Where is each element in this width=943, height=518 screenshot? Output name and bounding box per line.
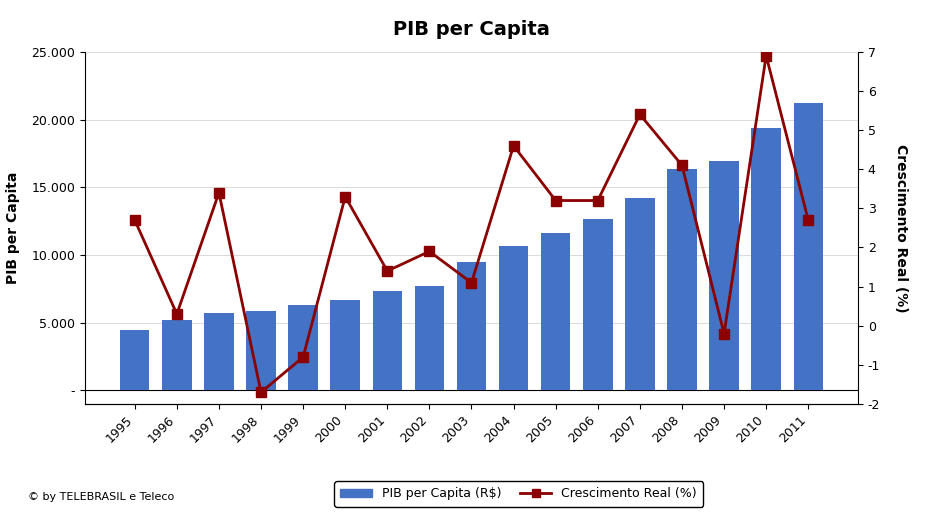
Bar [541, 233, 571, 391]
Bar [752, 128, 781, 391]
Bar [289, 305, 318, 391]
Legend: PIB per Capita (R$), Crescimento Real (%): PIB per Capita (R$), Crescimento Real (%… [334, 481, 703, 507]
Y-axis label: Crescimento Real (%): Crescimento Real (%) [894, 143, 908, 312]
Bar [330, 300, 360, 391]
Bar [205, 313, 234, 391]
Bar [415, 286, 444, 391]
Bar [456, 262, 487, 391]
Text: © by TELEBRASIL e Teleco: © by TELEBRASIL e Teleco [28, 493, 174, 502]
Bar [162, 320, 191, 391]
Bar [709, 161, 738, 391]
Bar [120, 330, 150, 391]
Bar [499, 246, 528, 391]
Bar [583, 219, 613, 391]
Bar [372, 291, 402, 391]
Y-axis label: PIB per Capita: PIB per Capita [7, 172, 20, 284]
Bar [246, 311, 275, 391]
Bar [793, 103, 823, 391]
Bar [668, 169, 697, 391]
Bar [625, 198, 654, 391]
Title: PIB per Capita: PIB per Capita [393, 20, 550, 39]
